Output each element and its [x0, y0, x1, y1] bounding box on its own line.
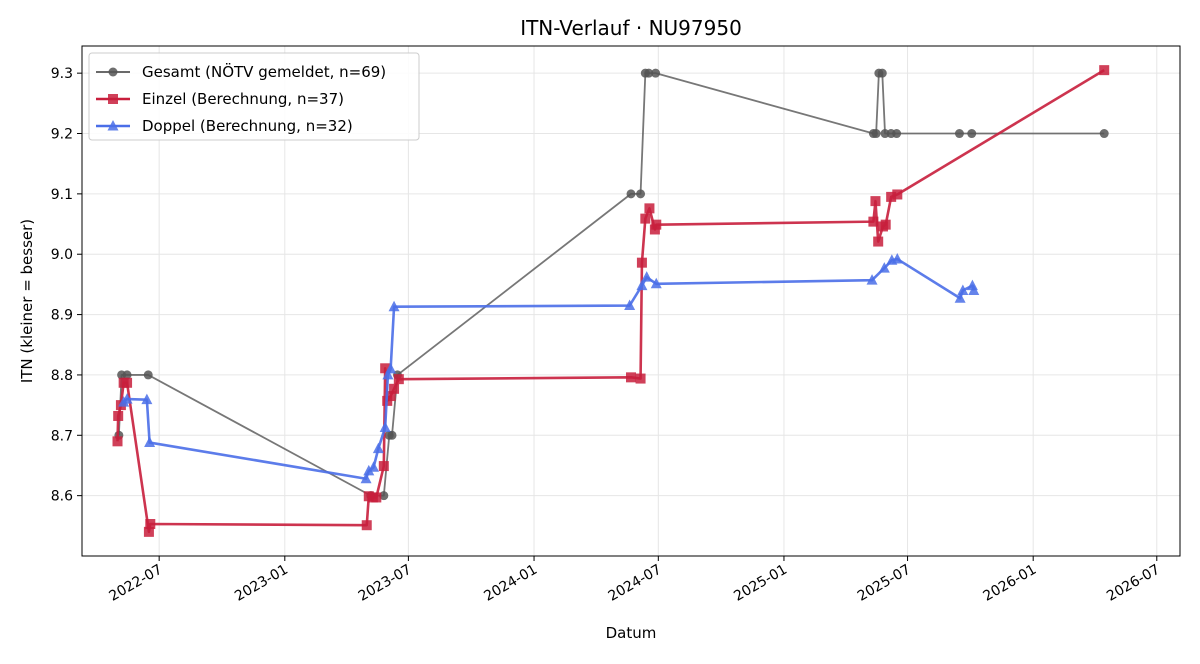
legend-box	[88, 52, 420, 141]
data-point	[379, 421, 391, 432]
data-point	[385, 362, 397, 374]
data-point	[644, 203, 655, 214]
data-point	[626, 189, 636, 199]
series-square	[112, 65, 1110, 537]
x-tick-label: 2026-01	[981, 562, 1040, 605]
data-point	[873, 236, 884, 247]
data-point	[389, 383, 400, 394]
data-point	[877, 68, 887, 78]
data-point	[624, 299, 636, 311]
x-axis-title: Datum	[606, 624, 657, 642]
data-point	[379, 491, 389, 501]
legend: Gesamt (NÖTV gemeldet, n=69) Einzel (Bere…	[88, 52, 420, 141]
data-point	[891, 253, 903, 264]
data-point	[360, 472, 372, 484]
data-point	[1099, 129, 1109, 139]
x-tick-label: 2022-07	[106, 562, 165, 605]
x-tick-label: 2026-07	[1104, 562, 1163, 605]
data-point	[870, 196, 881, 207]
data-point	[112, 436, 123, 447]
data-point	[393, 374, 404, 385]
x-tick-label: 2023-01	[232, 562, 291, 605]
legend-marker	[108, 94, 118, 104]
chart-title: ITN-Verlauf · NU97950	[520, 16, 742, 40]
x-tick-label: 2024-01	[481, 562, 540, 605]
data-point	[636, 279, 648, 291]
data-point	[361, 520, 372, 531]
series-triangle	[118, 253, 980, 484]
data-point	[635, 373, 646, 384]
data-point	[878, 262, 890, 273]
data-point	[378, 461, 389, 472]
data-point	[641, 271, 653, 282]
y-tick-label: 8.7	[51, 428, 73, 444]
data-point	[636, 257, 647, 268]
series-line	[122, 257, 976, 481]
y-tick-label: 8.9	[51, 308, 73, 324]
legend-marker	[107, 120, 119, 131]
y-tick-label: 8.6	[51, 489, 73, 505]
y-tick-label: 9.1	[51, 187, 73, 203]
data-point	[122, 370, 132, 380]
data-point	[122, 377, 133, 388]
data-point	[113, 410, 124, 421]
data-point	[650, 277, 662, 289]
x-tick-label: 2025-01	[731, 562, 790, 605]
data-point	[121, 393, 133, 404]
data-point	[957, 284, 969, 295]
data-point	[871, 129, 881, 139]
data-point	[892, 129, 902, 139]
x-tick-label: 2025-07	[855, 562, 914, 605]
data-point	[892, 189, 903, 200]
data-point	[866, 274, 878, 285]
x-tick-label: 2024-07	[606, 562, 665, 605]
data-point	[382, 368, 394, 380]
legend-label: Gesamt (NÖTV gemeldet, n=69)	[142, 62, 386, 81]
data-point	[954, 292, 966, 303]
data-point	[644, 68, 654, 78]
data-point	[968, 284, 980, 295]
data-point	[368, 461, 380, 472]
y-tick-label: 9.3	[51, 66, 73, 82]
series-circle	[114, 68, 1109, 501]
data-point	[380, 363, 391, 374]
data-point	[387, 430, 397, 440]
y-tick-label: 8.8	[51, 368, 73, 384]
y-tick-label: 9.0	[51, 247, 73, 263]
data-point	[868, 216, 879, 227]
data-point	[636, 189, 646, 199]
data-point	[363, 464, 375, 476]
data-point	[371, 492, 382, 503]
data-point	[372, 442, 384, 454]
data-point	[141, 393, 153, 405]
data-point	[143, 526, 154, 537]
y-axis-title: ITN (kleiner = besser)	[18, 219, 36, 383]
series-layer	[112, 65, 1110, 537]
legend-label: Doppel (Berechnung, n=32)	[142, 117, 353, 135]
data-point	[967, 129, 977, 139]
data-point	[886, 191, 897, 202]
data-point	[954, 129, 964, 139]
x-tick-label: 2023-07	[356, 562, 415, 605]
legend-label: Einzel (Berechnung, n=37)	[142, 90, 344, 108]
y-tick-label: 9.2	[51, 127, 73, 143]
data-point	[144, 436, 156, 448]
data-point	[143, 370, 153, 380]
legend-item: Doppel (Berechnung, n=32)	[96, 117, 353, 135]
data-point	[145, 519, 156, 530]
data-point	[1099, 65, 1110, 76]
data-point	[385, 391, 396, 402]
data-point	[640, 213, 651, 224]
data-point	[388, 300, 400, 312]
legend-item: Gesamt (NÖTV gemeldet, n=69)	[96, 62, 386, 81]
legend-item: Einzel (Berechnung, n=37)	[96, 90, 344, 108]
data-point	[651, 68, 661, 78]
data-point	[626, 372, 636, 383]
legend-marker	[108, 67, 118, 77]
plot-frame	[81, 45, 1181, 557]
data-point	[651, 219, 662, 230]
data-point	[880, 219, 891, 230]
